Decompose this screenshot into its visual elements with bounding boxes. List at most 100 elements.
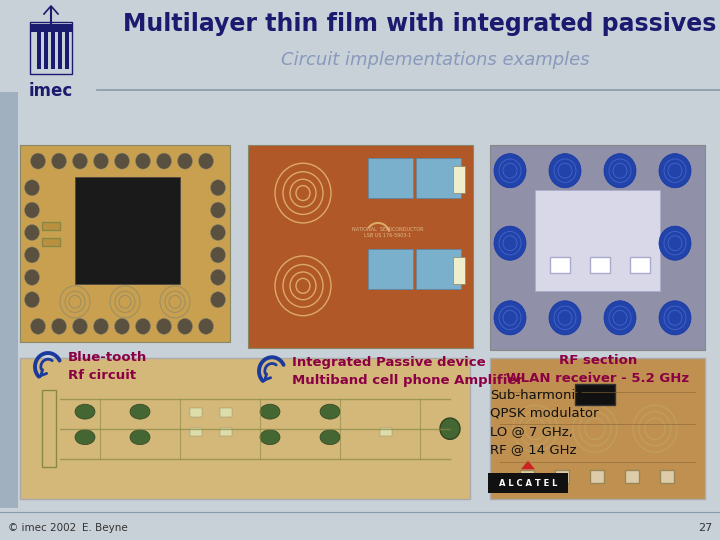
Bar (248, 145, 473, 348)
Circle shape (494, 154, 526, 188)
Text: Multilayer thin film with integrated passives: Multilayer thin film with integrated pas… (123, 12, 716, 36)
Bar (520, 470, 534, 483)
Ellipse shape (130, 430, 150, 445)
Circle shape (604, 154, 636, 188)
Bar (368, 248, 413, 289)
Bar (575, 384, 615, 405)
Circle shape (24, 225, 40, 240)
Bar (220, 408, 232, 417)
Bar (42, 222, 60, 231)
Circle shape (24, 269, 40, 285)
Bar (42, 390, 56, 467)
Circle shape (549, 301, 581, 335)
Bar (416, 158, 461, 198)
Text: Blue-tooth
Rf circuit: Blue-tooth Rf circuit (68, 352, 148, 382)
Circle shape (210, 202, 225, 218)
Bar (20, 145, 230, 342)
Circle shape (210, 292, 225, 308)
Bar (51, 29, 55, 69)
Bar (20, 359, 470, 499)
Text: E. Beyne: E. Beyne (82, 523, 127, 533)
Bar (190, 408, 202, 417)
Bar (550, 257, 570, 273)
Circle shape (659, 226, 691, 260)
Ellipse shape (75, 404, 95, 419)
Polygon shape (521, 461, 535, 469)
Circle shape (659, 301, 691, 335)
Bar (0, 92, 18, 508)
Bar (37, 29, 41, 69)
Ellipse shape (260, 404, 280, 419)
Circle shape (135, 319, 150, 334)
Circle shape (52, 319, 66, 334)
Text: 27: 27 (698, 523, 712, 533)
Text: NATIONAL  SEMICONDUCTOR
LSB US 176-5903-1: NATIONAL SEMICONDUCTOR LSB US 176-5903-1 (352, 227, 424, 238)
Bar (488, 474, 568, 492)
Circle shape (210, 269, 225, 285)
Circle shape (73, 319, 88, 334)
Circle shape (494, 226, 526, 260)
Text: Circuit implementations examples: Circuit implementations examples (281, 51, 589, 69)
Circle shape (604, 301, 636, 335)
Bar (220, 428, 232, 436)
Circle shape (114, 153, 130, 169)
Circle shape (178, 319, 192, 334)
Text: Integrated Passive device
Multiband cell phone Amplifier: Integrated Passive device Multiband cell… (292, 356, 523, 387)
Circle shape (52, 153, 66, 169)
Circle shape (156, 153, 171, 169)
Bar (30, 24, 72, 32)
Ellipse shape (320, 430, 340, 445)
Circle shape (135, 153, 150, 169)
Circle shape (199, 319, 214, 334)
Bar (490, 145, 705, 350)
Circle shape (156, 319, 171, 334)
Bar (380, 428, 392, 436)
Bar (535, 190, 660, 291)
Bar (42, 238, 60, 246)
Ellipse shape (130, 404, 150, 419)
Text: imec: imec (29, 82, 73, 100)
Circle shape (30, 319, 45, 334)
Circle shape (210, 247, 225, 263)
Bar (625, 470, 639, 483)
Bar (453, 257, 465, 284)
Bar (58, 29, 62, 69)
Bar (416, 248, 461, 289)
Circle shape (199, 153, 214, 169)
Bar (490, 359, 705, 499)
Ellipse shape (260, 430, 280, 445)
Circle shape (24, 202, 40, 218)
Text: © imec 2002: © imec 2002 (8, 523, 76, 533)
Circle shape (94, 319, 109, 334)
Circle shape (549, 154, 581, 188)
Bar (65, 29, 69, 69)
Circle shape (114, 319, 130, 334)
Bar (590, 257, 610, 273)
Bar (30, 22, 72, 74)
Bar (190, 428, 202, 436)
Circle shape (24, 247, 40, 263)
Bar (368, 158, 413, 198)
Circle shape (659, 154, 691, 188)
Bar (590, 470, 604, 483)
Circle shape (210, 225, 225, 240)
Circle shape (178, 153, 192, 169)
Circle shape (24, 292, 40, 308)
Bar (555, 470, 569, 483)
Bar (630, 257, 650, 273)
Circle shape (440, 418, 460, 440)
Circle shape (73, 153, 88, 169)
Circle shape (210, 180, 225, 195)
Ellipse shape (320, 404, 340, 419)
Circle shape (494, 301, 526, 335)
Circle shape (94, 153, 109, 169)
Bar (75, 177, 180, 284)
Circle shape (24, 180, 40, 195)
Text: A L C A T E L: A L C A T E L (499, 478, 557, 488)
Text: Sub-harmonic
QPSK modulator
LO @ 7 GHz,
RF @ 14 GHz: Sub-harmonic QPSK modulator LO @ 7 GHz, … (490, 389, 598, 456)
Text: RF section
WLAN receiver - 5.2 GHz: RF section WLAN receiver - 5.2 GHz (506, 354, 690, 384)
Ellipse shape (75, 430, 95, 445)
Bar (660, 470, 674, 483)
Bar (44, 29, 48, 69)
Circle shape (30, 153, 45, 169)
